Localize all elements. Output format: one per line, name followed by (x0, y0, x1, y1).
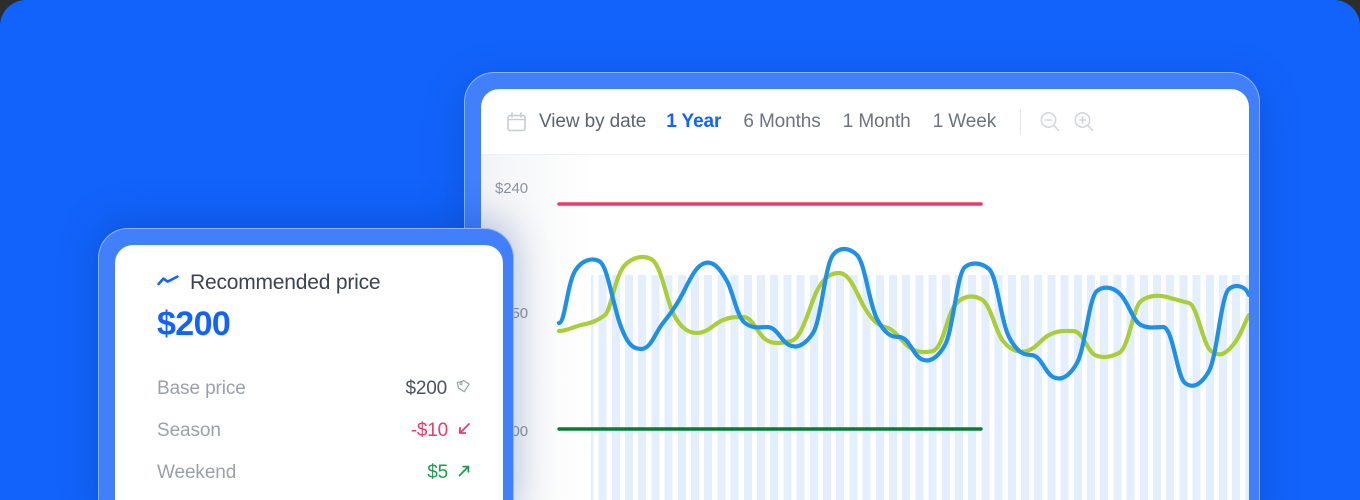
series-your-price (556, 246, 1249, 388)
price-breakdown-list: Base price $200 Season - (157, 368, 471, 494)
toolbar-divider (1020, 108, 1022, 135)
breakdown-value-group: -$10 (411, 420, 471, 442)
breakdown-value: $5 (427, 462, 448, 483)
price-device-frame: Recommended price $200 Base price $200 (98, 228, 514, 500)
recommended-price-amount: $200 (157, 305, 231, 343)
range-tabs: 1 Year 6 Months 1 Month 1 Week (666, 111, 996, 133)
breakdown-value-group: $200 (406, 378, 471, 400)
breakdown-label: Base price (157, 378, 246, 399)
breakdown-row-base-price: Base price $200 (157, 368, 471, 410)
chart-card: View by date 1 Year 6 Months 1 Month 1 W… (481, 89, 1249, 500)
arrow-down-left-icon (457, 422, 471, 441)
breakdown-value: $200 (405, 378, 448, 399)
price-tag-icon[interactable] (456, 379, 471, 399)
breakdown-label: Season (157, 420, 221, 441)
breakdown-row-season: Season -$10 (157, 410, 471, 452)
zoom-controls (1037, 109, 1097, 135)
chart-bars-top-mask (559, 155, 1249, 275)
arrow-up-right-icon (457, 464, 471, 483)
trend-line-icon (157, 274, 179, 292)
breakdown-row-weekend: Weekend $5 (157, 452, 471, 494)
recommended-price-card: Recommended price $200 Base price $200 (115, 245, 503, 500)
breakdown-label: Weekend (157, 462, 237, 483)
price-chart-plot: $240 $150 $100 $Max ▲ ▼ (481, 155, 1249, 500)
series-market-price (556, 254, 1249, 360)
recommended-price-header: Recommended price (157, 271, 471, 295)
range-tab-1-week[interactable]: 1 Week (932, 110, 997, 132)
chart-device-frame: View by date 1 Year 6 Months 1 Month 1 W… (464, 72, 1260, 500)
chart-toolbar: View by date 1 Year 6 Months 1 Month 1 W… (481, 89, 1249, 155)
breakdown-value: -$10 (410, 420, 448, 441)
y-axis-tick-240: $240 (495, 180, 528, 197)
chart-lines (556, 202, 1249, 431)
view-by-date-label: View by date (539, 110, 647, 132)
breakdown-value-group: $5 (427, 462, 471, 484)
range-tab-1-year[interactable]: 1 Year (666, 110, 722, 132)
recommended-price-title: Recommended price (190, 271, 381, 294)
zoom-in-icon[interactable] (1071, 109, 1097, 135)
range-tab-6-months[interactable]: 6 Months (743, 110, 821, 132)
range-tab-1-month[interactable]: 1 Month (842, 110, 911, 132)
zoom-out-icon[interactable] (1037, 109, 1063, 135)
calendar-icon (507, 111, 526, 132)
